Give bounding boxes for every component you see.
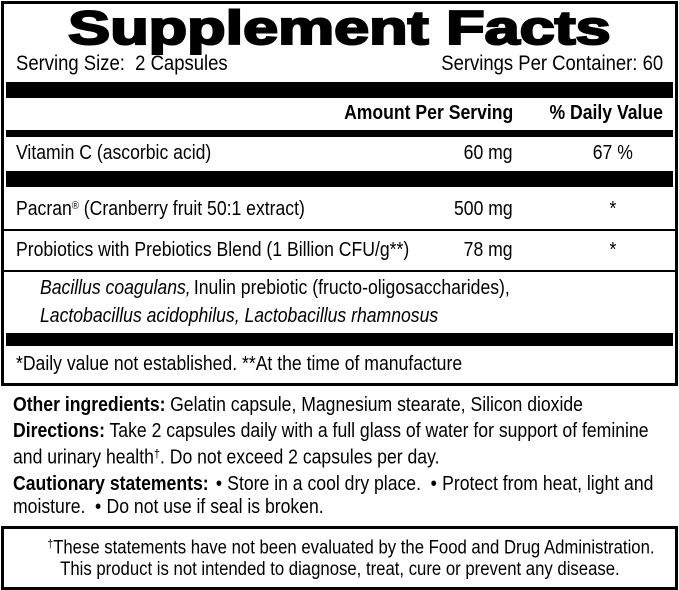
footnote-text: *Daily value not established. **At the t…	[16, 353, 463, 376]
blend-line-1: Bacillus coagulans, Inulin prebiotic (fru…	[40, 274, 663, 302]
column-header-amount: Amount Per Serving	[343, 102, 513, 124]
ingredient-daily-value: 67 %	[592, 142, 634, 164]
bullet-icon: •	[215, 472, 222, 495]
thick-separator-bar	[6, 82, 673, 98]
ingredient-name: Pacran® (Cranberry fruit 50:1 extract)	[16, 198, 305, 221]
ingredient-amount: 78 mg	[464, 239, 513, 262]
directions-text: Take 2 capsules daily with a full glass …	[13, 420, 649, 469]
cautionary-section: Cautionary statements: • Store in a cool d…	[13, 473, 666, 519]
disclaimer-line-2: This product is not intended to diagnose…	[59, 558, 620, 580]
cautionary-item: Do not use if seal is broken.	[106, 495, 324, 518]
panel-title-row: Supplement Facts	[4, 1, 675, 54]
servings-per-container: Servings Per Container: 60	[441, 52, 663, 76]
dagger-symbol: †	[153, 447, 160, 462]
ingredient-daily-value: *	[609, 198, 617, 221]
servings-per-container-label: Servings Per Container:	[441, 52, 638, 75]
medium-separator-bar	[6, 130, 673, 137]
servings-per-container-value: 60	[642, 52, 663, 75]
cautionary-item: Store in a cool dry place.	[227, 472, 421, 495]
thick-separator-bar	[6, 171, 673, 187]
ingredient-amount: 500 mg	[454, 198, 513, 221]
serving-size-value: 2 Capsules	[135, 52, 228, 75]
footnote-row: *Daily value not established. **At the t…	[4, 346, 675, 383]
blend-line-2: Lactobacillus acidophilus, Lactobacillus…	[40, 302, 663, 330]
species-name: Lactobacillus acidophilus, Lactobacillus…	[40, 305, 439, 328]
serving-info-row: Serving Size: 2 Capsules Servings Per Co…	[4, 52, 675, 82]
serving-size: Serving Size: 2 Capsules	[16, 52, 228, 76]
blend-sub-ingredients: Bacillus coagulans, Inulin prebiotic (fru…	[4, 272, 675, 333]
supplement-facts-panel: Supplement Facts Serving Size: 2 Capsule…	[1, 1, 678, 387]
sub-ingredient-text: Inulin prebiotic (fructo-oligosaccharide…	[193, 277, 510, 300]
fda-disclaimer-box: †These statements have not been evaluate…	[1, 525, 678, 590]
cautionary-label: Cautionary statements:	[13, 472, 209, 495]
other-ingredients-section: Other ingredients: Gelatin capsule, Magne…	[13, 394, 666, 417]
table-row-pacran: Pacran® (Cranberry fruit 50:1 extract) 5…	[4, 187, 675, 232]
column-header-daily-value: % Daily Value	[549, 102, 663, 124]
serving-size-label: Serving Size:	[16, 52, 125, 75]
dagger-symbol: †	[47, 537, 54, 551]
directions-text-continued: . Do not exceed 2 capsules per day.	[159, 446, 440, 469]
registered-trademark-symbol: ®	[71, 200, 79, 212]
panel-title: Supplement Facts	[67, 1, 612, 54]
label-body-copy: Other ingredients: Gelatin capsule, Magne…	[13, 394, 666, 519]
bullet-icon: •	[430, 472, 437, 495]
ingredient-daily-value: *	[609, 239, 617, 262]
other-ingredients-text: Gelatin capsule, Magnesium stearate, Sil…	[170, 394, 583, 417]
disclaimer-line-1: †These statements have not been evaluate…	[47, 536, 655, 558]
other-ingredients-label: Other ingredients:	[13, 394, 166, 417]
directions-section: Directions: Take 2 capsules daily with a …	[13, 420, 666, 470]
thick-separator-bar	[6, 333, 673, 347]
ingredient-name: Probiotics with Prebiotics Blend (1 Bill…	[16, 239, 410, 262]
species-name: Bacillus coagulans,	[40, 277, 191, 300]
table-row-vitamin-c: Vitamin C (ascorbic acid) 60 mg 67 %	[4, 137, 675, 171]
directions-label: Directions:	[13, 420, 105, 443]
bullet-icon: •	[95, 495, 102, 518]
ingredient-amount: 60 mg	[464, 142, 513, 164]
column-header-row: Amount Per Serving % Daily Value	[4, 98, 675, 130]
table-row-probiotics: Probiotics with Prebiotics Blend (1 Bill…	[4, 231, 675, 273]
ingredient-name: Vitamin C (ascorbic acid)	[16, 142, 212, 164]
cautionary-item: Protect from heat, light and moisture.	[13, 472, 654, 518]
